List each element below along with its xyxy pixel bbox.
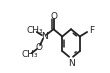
Text: CH₃: CH₃ (26, 26, 43, 35)
Text: N: N (41, 32, 47, 41)
Text: N: N (68, 59, 74, 68)
Text: CH₃: CH₃ (21, 50, 38, 59)
Text: O: O (35, 43, 42, 52)
Text: O: O (50, 12, 57, 21)
Text: F: F (89, 26, 94, 35)
